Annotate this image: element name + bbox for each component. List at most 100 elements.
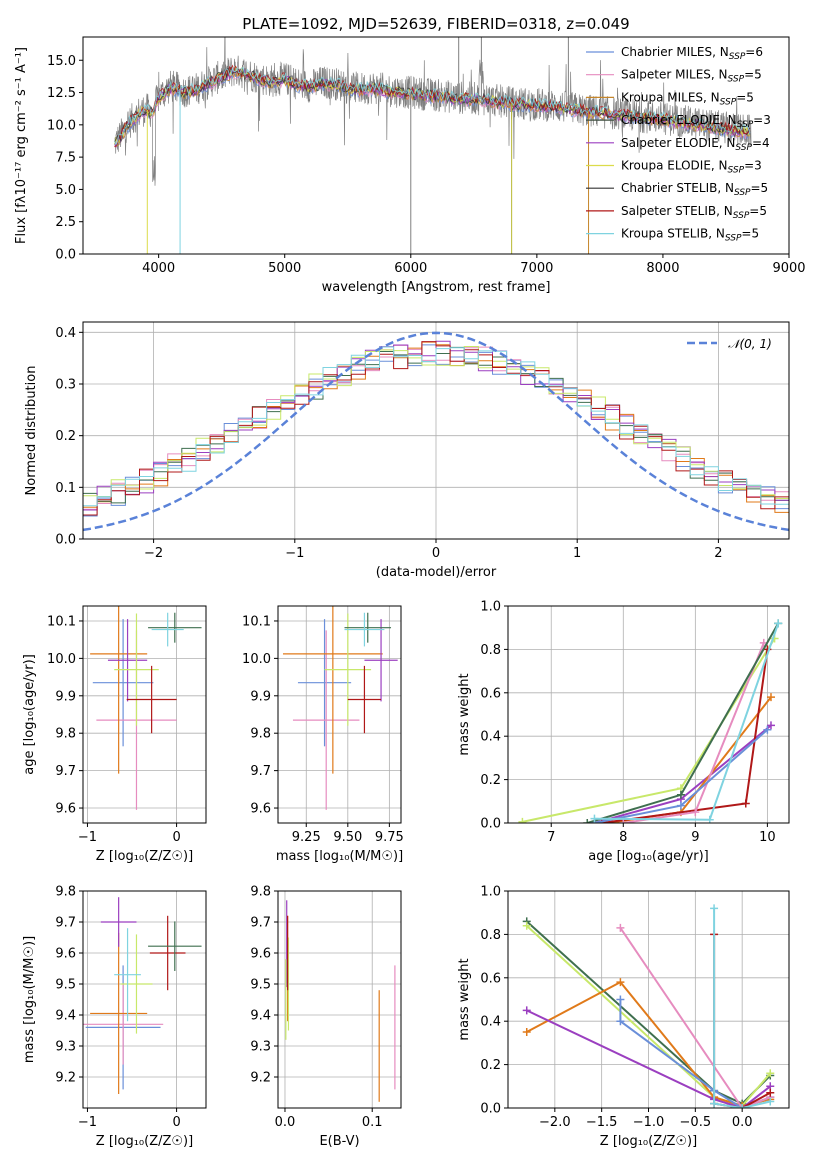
legend-suffix: =4 <box>752 136 770 150</box>
weight-marker-3 <box>597 819 606 823</box>
y-tick-label: 10.0 <box>242 652 271 667</box>
y-axis-label: mass [log₁₀(M/M☉)] <box>22 936 37 1063</box>
legend-sub: SSP <box>729 52 746 62</box>
x-tick-label: −2.0 <box>539 1115 571 1130</box>
y-tick-label: 9.6 <box>55 802 76 817</box>
spectrum-panel: 4000 5000 6000 7000 8000 9000 0.0 2.5 5.0 7.5 10.0… <box>14 36 806 295</box>
legend-name: Kroupa STELIB, N <box>621 227 725 241</box>
x-tick-label: 9.25 <box>292 830 321 845</box>
weight-line-5 <box>619 927 771 1108</box>
x-tick-label: 9 <box>691 830 699 845</box>
weight-marker-7 <box>710 1099 719 1108</box>
legend-suffix: =5 <box>741 227 759 241</box>
y-axis-label: Normed distribution <box>24 366 39 496</box>
legend-label-1: Salpeter MILES, NSSP=5 <box>621 68 762 85</box>
weight-marker-7 <box>738 1104 747 1108</box>
weight-marker-4 <box>616 995 625 1004</box>
y-tick-label: 10.0 <box>47 652 76 667</box>
y-tick-label: 15.0 <box>47 54 76 69</box>
y-tick-label: 9.3 <box>55 1040 76 1055</box>
x-axis-label: E(B-V) <box>319 1134 359 1149</box>
plot-area <box>285 900 396 1102</box>
x-tick-label: 9.75 <box>375 830 404 845</box>
legend-name: Kroupa ELODIE, N <box>621 159 728 173</box>
legend-label-8: Kroupa STELIB, NSSP=5 <box>621 227 759 244</box>
legend-suffix: =6 <box>745 45 763 59</box>
x-tick-label: 9.50 <box>333 830 362 845</box>
weight-marker-1 <box>766 1069 775 1078</box>
legend-label-4: Salpeter ELODIE, NSSP=4 <box>621 136 770 153</box>
plot-area <box>114 37 752 254</box>
y-tick-label: 9.9 <box>55 689 76 704</box>
x-tick-label: −1 <box>78 830 97 845</box>
x-axis-label: (data-model)/error <box>376 565 497 580</box>
legend-name: Salpeter STELIB, N <box>621 204 733 218</box>
histogram-6 <box>83 341 789 516</box>
legend-label-2: Kroupa MILES, NSSP=5 <box>621 90 754 107</box>
weight-marker-3 <box>522 1006 531 1015</box>
weight-marker-5 <box>616 923 625 932</box>
weight-marker-7 <box>710 904 719 913</box>
x-tick-label: 0 <box>172 1115 180 1130</box>
y-tick-label: 0.0 <box>480 817 501 832</box>
y-tick-label: 1.0 <box>480 885 501 900</box>
y-tick-label: 12.5 <box>47 86 76 101</box>
plot-area <box>83 331 789 532</box>
axes-frame <box>82 36 790 255</box>
y-axis-label: mass weight <box>457 958 472 1040</box>
axes-frame <box>82 890 207 1109</box>
weight-marker-4 <box>619 819 628 823</box>
y-tick-label: 2.5 <box>55 215 76 230</box>
mass-weight-vs-metallicity-panel: −2.0 −1.5 −1.0 −0.5 0.0 0.0 0.2 0.4 0.6 0.8 1.0 Z [… <box>457 885 790 1149</box>
legend-name: Salpeter ELODIE, N <box>621 136 735 150</box>
y-tick-label: 9.7 <box>55 916 76 931</box>
histogram-5 <box>83 346 789 499</box>
weight-marker-1 <box>522 921 531 930</box>
y-tick-label: 9.8 <box>250 885 271 900</box>
x-tick-label: −1 <box>78 1115 97 1130</box>
axes-frame <box>82 321 790 540</box>
axes-frame <box>277 605 402 824</box>
legend-suffix: =3 <box>744 159 762 173</box>
x-tick-label: 8000 <box>646 261 679 276</box>
y-tick-label: 9.4 <box>55 1009 76 1024</box>
plot-area <box>83 897 202 1095</box>
weight-marker-7 <box>705 815 714 823</box>
weight-line-3 <box>526 1009 771 1108</box>
x-tick-label: −1.0 <box>633 1115 665 1130</box>
x-tick-label: 1 <box>573 546 581 561</box>
x-tick-label: 5000 <box>268 261 301 276</box>
mass-vs-metallicity-panel: −1 0 9.2 9.3 9.4 9.5 9.6 9.7 9.8 Z [log₁₀(Z/Z☉)] m… <box>22 885 207 1149</box>
x-tick-label: 8 <box>619 830 627 845</box>
y-tick-label: 9.4 <box>250 1009 271 1024</box>
y-tick-label: 0.0 <box>480 1102 501 1117</box>
axes-frame <box>507 890 790 1109</box>
model-line-8 <box>114 66 751 146</box>
y-tick-label: 0.2 <box>480 773 501 788</box>
x-tick-label: −2 <box>144 546 163 561</box>
y-tick-label: 7.5 <box>55 151 76 166</box>
weight-marker-4 <box>616 1017 625 1026</box>
legend-suffix: =5 <box>749 204 767 218</box>
x-tick-label: 2 <box>714 546 722 561</box>
y-tick-label: 9.6 <box>250 802 271 817</box>
y-tick-label: 9.5 <box>55 978 76 993</box>
legend-sub: SSP <box>735 143 752 153</box>
x-axis-label: wavelength [Angstrom, rest frame] <box>322 280 551 295</box>
legend-name: Chabrier STELIB, N <box>621 181 734 195</box>
legend-name: Salpeter MILES, N <box>621 68 728 82</box>
legend-name: Chabrier ELODIE, N <box>621 113 737 127</box>
legend-suffix: =5 <box>744 68 762 82</box>
legend-sub: SSP <box>733 211 750 221</box>
y-tick-label: 0.0 <box>55 533 76 548</box>
model-line-6 <box>114 67 751 142</box>
y-tick-label: 0.8 <box>480 643 501 658</box>
weight-line-0 <box>522 637 776 823</box>
mass-weight-vs-age-panel: 7 8 9 10 0.0 0.2 0.4 0.6 0.8 1.0 age [log₁₀(age/yr… <box>457 600 790 864</box>
y-tick-label: 9.8 <box>55 885 76 900</box>
weight-marker-0 <box>518 817 527 823</box>
y-tick-label: 9.8 <box>55 727 76 742</box>
x-tick-label: 0 <box>432 546 440 561</box>
y-tick-label: 0.1 <box>55 481 76 496</box>
